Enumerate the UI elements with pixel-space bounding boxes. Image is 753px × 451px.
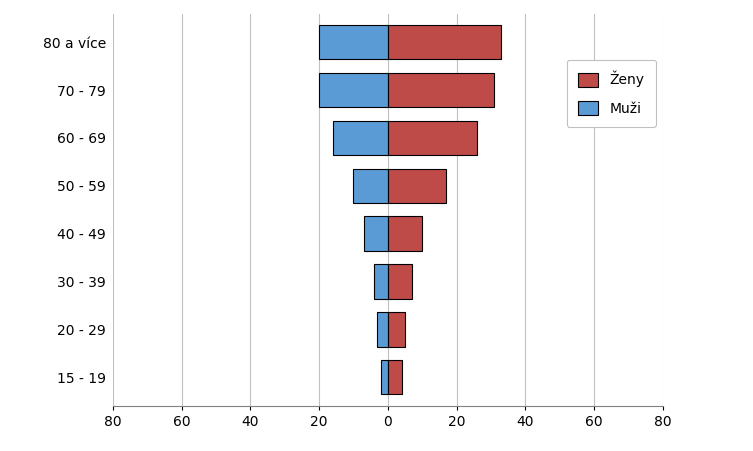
Bar (381, 360, 388, 395)
Bar (388, 312, 405, 346)
Bar (388, 73, 494, 107)
Bar (319, 73, 388, 107)
Bar (353, 169, 388, 203)
Bar (377, 312, 388, 346)
Legend: Ženy, Muži: Ženy, Muži (566, 60, 656, 127)
Bar (374, 264, 388, 299)
Bar (388, 360, 401, 395)
Bar (333, 121, 388, 155)
Bar (388, 25, 501, 60)
Bar (388, 121, 477, 155)
Bar (388, 216, 422, 251)
Bar (388, 169, 447, 203)
Bar (364, 216, 388, 251)
Bar (319, 25, 388, 60)
Bar (388, 264, 412, 299)
